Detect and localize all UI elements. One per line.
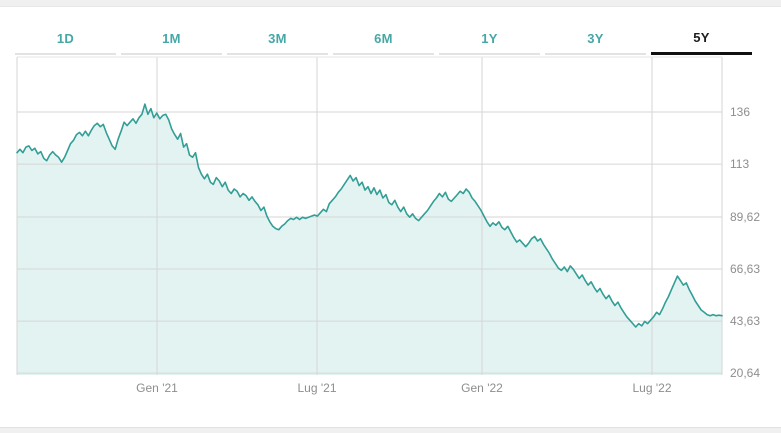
x-axis-label: Lug '21 xyxy=(298,381,337,395)
y-axis-label: 20,64 xyxy=(730,366,760,380)
y-axis-label: 89,62 xyxy=(730,210,760,224)
tab-3y[interactable]: 3Y xyxy=(545,8,646,55)
x-axis-label: Gen '21 xyxy=(136,381,178,395)
price-line xyxy=(16,103,723,328)
y-axis-label: 43,63 xyxy=(730,314,760,328)
time-range-tabs: 1D 1M 3M 6M 1Y 3Y 5Y xyxy=(15,8,752,55)
price-area-fill xyxy=(17,104,722,375)
y-axis-label: 113 xyxy=(730,157,749,171)
tab-6m-label: 6M xyxy=(374,31,393,46)
tab-1m-label: 1M xyxy=(162,31,181,46)
y-axis-label: 66,63 xyxy=(730,262,760,276)
x-axis-label: Gen '22 xyxy=(461,381,503,395)
tab-5y[interactable]: 5Y xyxy=(651,8,752,55)
bottom-divider xyxy=(0,427,781,433)
tab-1y-label: 1Y xyxy=(481,31,498,46)
tab-6m[interactable]: 6M xyxy=(333,8,434,55)
x-axis-label: Lug '22 xyxy=(633,381,672,395)
tab-1y[interactable]: 1Y xyxy=(439,8,540,55)
tab-5y-label: 5Y xyxy=(693,30,710,45)
tab-1d[interactable]: 1D xyxy=(15,8,116,55)
tab-3m-label: 3M xyxy=(268,31,287,46)
tab-3m[interactable]: 3M xyxy=(227,8,328,55)
tab-1m[interactable]: 1M xyxy=(121,8,222,55)
tab-1d-label: 1D xyxy=(56,31,75,46)
y-axis-label: 136 xyxy=(730,105,750,119)
top-divider xyxy=(0,0,781,7)
tab-3y-label: 3Y xyxy=(587,31,604,46)
